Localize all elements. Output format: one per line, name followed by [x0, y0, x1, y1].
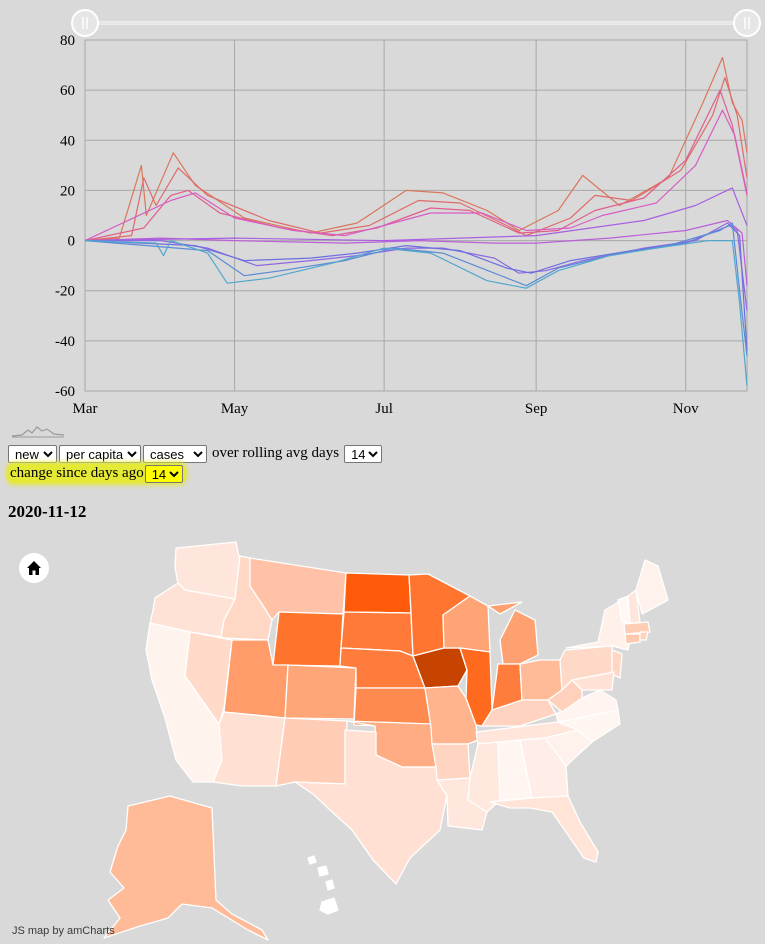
chart-grid [84, 39, 748, 392]
series-line-2[interactable] [84, 89, 748, 242]
x-tick-label: May [221, 401, 249, 417]
metric-select[interactable]: cases [143, 444, 207, 463]
state-rhode-island[interactable] [639, 631, 649, 641]
rolling-days-select[interactable]: 14 [344, 444, 383, 463]
state-michigan[interactable] [487, 601, 539, 665]
map-credit: JS map by amCharts [12, 925, 115, 937]
controls-row-2: change since days ago 14 [8, 464, 382, 483]
map-home-button[interactable] [19, 553, 49, 583]
state-texas[interactable] [294, 729, 448, 885]
y-tick-label: -40 [55, 334, 75, 350]
series-line-1[interactable] [84, 77, 748, 242]
state-new-jersey[interactable] [611, 649, 623, 679]
y-tick-label: 0 [68, 234, 76, 250]
state-north-dakota[interactable] [343, 572, 412, 614]
controls-row-1: new per capita cases over rolling avg da… [8, 444, 383, 463]
state-nevada[interactable] [184, 631, 233, 725]
series-line-5[interactable] [84, 187, 748, 242]
x-tick-label: Jul [375, 401, 393, 417]
state-massachusetts[interactable] [623, 621, 651, 635]
y-tick-label: -20 [55, 284, 75, 300]
state-alaska[interactable] [103, 795, 269, 941]
state-illinois[interactable] [459, 647, 493, 727]
slider-left-handle[interactable] [71, 9, 99, 37]
y-tick-label: 80 [60, 33, 75, 49]
state-hawaii[interactable] [307, 855, 339, 915]
state-wyoming[interactable] [272, 611, 344, 667]
mini-sparkline-icon [11, 426, 65, 438]
slider-right-handle[interactable] [733, 9, 761, 37]
series-line-0[interactable] [84, 56, 748, 242]
state-connecticut[interactable] [624, 633, 641, 645]
rolling-label: over rolling avg days [212, 445, 340, 461]
change-since-highlight: change since days ago 14 [8, 464, 185, 483]
normalization-select[interactable]: per capita [59, 444, 141, 463]
state-colorado[interactable] [284, 664, 357, 720]
x-tick-label: Sep [525, 401, 548, 417]
map-date-label: 2020-11-12 [8, 502, 87, 521]
state-arizona[interactable] [212, 711, 286, 787]
state-new-mexico[interactable] [275, 717, 348, 787]
controls-panel: new per capita cases over rolling avg da… [8, 444, 383, 483]
home-icon [27, 561, 41, 575]
y-tick-label: 60 [60, 83, 75, 99]
series-line-3[interactable] [84, 109, 748, 242]
range-slider[interactable] [71, 9, 761, 37]
series-line-4[interactable] [84, 219, 748, 286]
x-tick-label: Nov [673, 401, 699, 417]
us-choropleth-map[interactable] [0, 530, 765, 944]
x-tick-label: Mar [73, 401, 98, 417]
state-arkansas[interactable] [431, 743, 471, 781]
chart-series [84, 56, 748, 387]
mode-select[interactable]: new [8, 444, 57, 463]
series-line-9[interactable] [84, 240, 748, 387]
y-tick-label: 20 [60, 183, 75, 199]
state-new-hampshire[interactable] [627, 589, 641, 625]
state-florida[interactable] [489, 795, 599, 863]
series-line-6[interactable] [85, 222, 748, 311]
change-days-select[interactable]: 14 [144, 464, 183, 483]
chart-plot-frame [84, 39, 748, 392]
series-line-8[interactable] [84, 222, 748, 356]
state-maryland[interactable] [571, 671, 615, 691]
state-maine[interactable] [635, 559, 669, 615]
y-tick-label: -60 [55, 384, 75, 400]
y-tick-label: 40 [60, 133, 75, 149]
change-since-label: change since days ago [10, 465, 144, 481]
